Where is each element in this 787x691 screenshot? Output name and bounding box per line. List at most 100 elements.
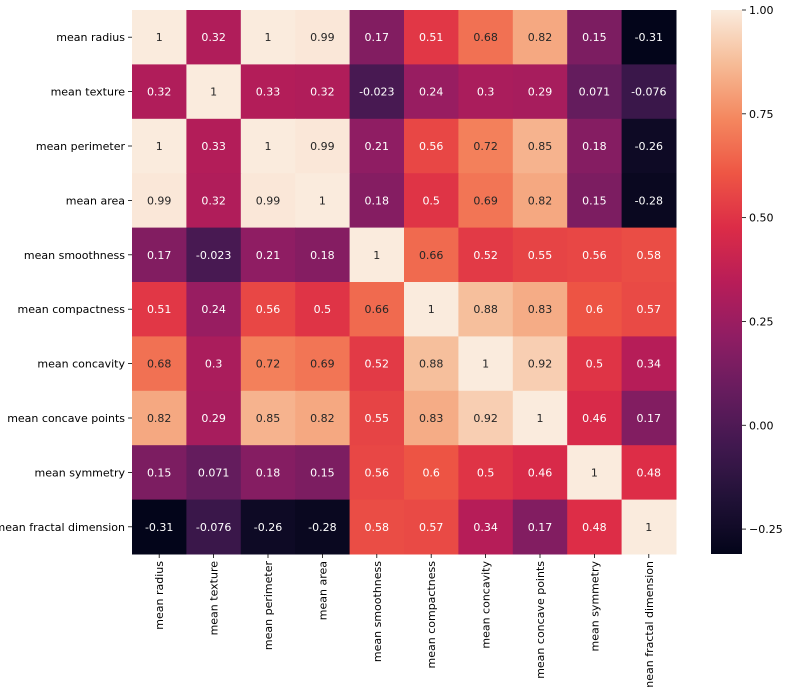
heatmap-cell-r8-c0 [132,445,187,501]
heatmap-cell-r6-c9 [621,336,677,392]
x-tick-label-9: mean fractal dimension [643,561,656,687]
cell-annotation-r0-c5: 0.51 [419,31,444,44]
cell-annotation-r6-c4: 0.52 [365,358,390,371]
heatmap-cell-r8-c2 [240,445,296,501]
x-tick-label-6: mean concavity [480,561,493,649]
cell-annotation-r6-c5: 0.88 [419,358,444,371]
y-tick-label-0: mean radius [56,31,125,44]
heatmap-cell-r3-c0 [132,173,187,229]
heatmap-cell-r2-c9 [621,118,677,174]
cell-annotation-r5-c9: 0.57 [637,303,662,316]
heatmap-cell-r5-c6 [458,282,514,337]
heatmap-cell-r8-c1 [186,445,242,501]
heatmap-cell-r3-c2 [240,173,296,229]
heatmap-cell-r9-c3 [295,499,351,555]
heatmap-cell-r8-c9 [621,445,677,501]
cell-annotation-r1-c9: -0.076 [631,86,666,99]
heatmap-cell-r0-c6 [458,10,514,65]
cell-annotation-r0-c2: 1 [265,31,272,44]
colorbar: 1.00 0.75 0.50 0.25 0.00 −0.25 [711,4,783,554]
cell-annotation-r7-c6: 0.92 [473,412,498,425]
heatmap-cell-r1-c8 [567,64,623,120]
cell-annotation-r0-c8: 0.15 [582,31,607,44]
cell-annotation-r3-c3: 1 [319,194,326,207]
heatmap-cell-r1-c1 [186,64,242,120]
heatmap-cell-r9-c8 [567,499,623,555]
cell-annotation-r5-c4: 0.66 [365,303,390,316]
heatmap-cell-r6-c3 [295,336,351,392]
heatmap-cell-r5-c5 [404,282,459,337]
heatmap-cell-r4-c1 [186,227,242,283]
y-tick-label-8: mean symmetry [35,466,126,479]
heatmap-cell-r7-c0 [132,390,187,446]
cell-annotation-r9-c0: -0.31 [145,521,173,534]
heatmap-cell-r0-c7 [512,10,568,65]
cell-annotation-r2-c3: 0.99 [310,140,335,153]
cell-annotation-r4-c8: 0.56 [582,249,607,262]
cell-annotation-r9-c7: 0.17 [528,521,553,534]
cell-annotation-r0-c1: 0.32 [201,31,226,44]
cell-annotation-r9-c5: 0.57 [419,521,444,534]
cell-annotation-r3-c6: 0.69 [473,194,498,207]
x-tick-label-0: mean radius [153,561,166,630]
heatmap-cell-r4-c4 [349,227,405,283]
x-tick-label-4: mean smoothness [371,561,384,662]
cell-annotation-r9-c6: 0.34 [473,521,498,534]
cell-annotation-r9-c8: 0.48 [582,521,607,534]
y-tick-label-3: mean area [66,194,125,207]
cell-annotation-r7-c8: 0.46 [582,412,607,425]
heatmap-cell-r4-c8 [567,227,623,283]
heatmap-cell-r1-c3 [295,64,351,120]
colorbar-tick-label-3: 0.25 [749,315,774,328]
heatmap-cell-r6-c8 [567,336,623,392]
y-tick-label-6: mean concavity [37,358,125,371]
cell-annotation-r4-c1: -0.023 [196,249,231,262]
heatmap-cell-r7-c4 [349,390,405,446]
cell-annotation-r5-c3: 0.5 [314,303,332,316]
colorbar-tick-label-5: −0.25 [749,523,783,536]
x-axis: mean radius mean texture mean perimeter mea… [153,554,656,691]
cell-annotation-r7-c5: 0.83 [419,412,444,425]
cell-annotation-r5-c7: 0.83 [528,303,553,316]
cell-annotation-r3-c0: 0.99 [147,194,172,207]
heatmap-cell-r7-c8 [567,390,623,446]
cell-annotation-r7-c7: 1 [537,412,544,425]
heatmap-cell-r2-c4 [349,118,405,174]
cell-annotation-r2-c5: 0.56 [419,140,444,153]
cell-annotation-r7-c0: 0.82 [147,412,172,425]
heatmap-cell-r4-c0 [132,227,187,283]
heatmap-cell-r7-c6 [458,390,514,446]
heatmap-cell-r5-c1 [186,282,242,337]
cell-annotation-r7-c9: 0.17 [637,412,662,425]
heatmap-cell-r1-c5 [404,64,459,120]
heatmap-cell-r1-c2 [240,64,296,120]
cell-annotation-r5-c2: 0.56 [256,303,281,316]
cell-annotation-r6-c2: 0.72 [256,358,281,371]
y-tick-label-2: mean perimeter [36,140,126,153]
cell-annotation-r4-c3: 0.18 [310,249,335,262]
y-tick-label-5: mean compactness [18,303,126,316]
cell-annotation-r6-c6: 1 [482,358,489,371]
cell-annotation-r6-c3: 0.69 [310,358,335,371]
heatmap-cell-r0-c9 [621,10,677,65]
heatmap-cell-r3-c3 [295,173,351,229]
heatmap-cell-r6-c4 [349,336,405,392]
heatmap-cell-r2-c0 [132,118,187,174]
cell-annotation-r9-c1: -0.076 [196,521,231,534]
heatmap-cell-r4-c9 [621,227,677,283]
heatmap-cell-r9-c7 [512,499,568,555]
y-axis: mean radius mean texture mean perimeter mea… [0,31,132,534]
heatmap-cell-r0-c2 [240,10,296,65]
y-tick-label-4: mean smoothness [24,249,125,262]
cell-annotation-r8-c1: 0.071 [198,466,230,479]
heatmap-cell-r3-c6 [458,173,514,229]
cell-annotation-r2-c9: -0.26 [635,140,663,153]
heatmap-cell-r8-c5 [404,445,459,501]
heatmap-cell-r5-c3 [295,282,351,337]
cell-annotation-r8-c2: 0.18 [256,466,281,479]
colorbar-gradient [711,10,742,554]
heatmap-cell-r4-c3 [295,227,351,283]
cell-annotation-r3-c4: 0.18 [365,194,390,207]
heatmap-cell-r8-c4 [349,445,405,501]
heatmap-cell-r9-c6 [458,499,514,555]
